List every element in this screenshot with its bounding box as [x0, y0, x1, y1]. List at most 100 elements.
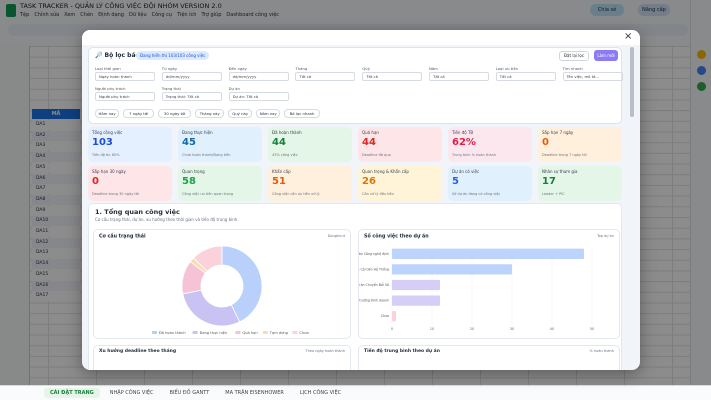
bar: [392, 248, 584, 259]
quick-filter[interactable]: Bỏ lọc nhanh: [284, 109, 320, 118]
menu-item[interactable]: Tiện ích: [177, 12, 197, 18]
filter-label: Loại thời gian: [95, 66, 121, 71]
filter-input[interactable]: Tất cả: [429, 72, 489, 81]
filter-input[interactable]: Tên việc, mô tả...: [562, 72, 623, 81]
filter-label: Dự án: [228, 86, 240, 91]
legend-swatch: [292, 331, 298, 334]
filter-label: Năm: [429, 66, 438, 71]
panel-title: Xu hướng deadline theo tháng: [99, 349, 177, 354]
menu-item[interactable]: Dữ liệu: [128, 12, 147, 18]
chart-tag: Doughnut: [328, 234, 346, 238]
y-tick-label: Dự án Cải tiến Hệ Thống: [359, 267, 389, 271]
kpi-label: Sắp hạn 30 ngày: [92, 169, 126, 174]
kpi-note: Deadline trong 30 ngày tới: [92, 192, 139, 196]
y-tick-label: Dự án Tăng trưởng Kinh doanh: [359, 299, 389, 303]
quick-filter[interactable]: Quý này: [228, 109, 253, 118]
filter-input[interactable]: Ngày hoàn thành: [95, 72, 155, 81]
sheets-logo: [6, 4, 16, 17]
section-subtitle: Cơ cấu trạng thái, dự án, xu hướng theo …: [95, 217, 239, 222]
legend-swatch: [235, 331, 241, 334]
doughnut-slice: [182, 289, 241, 327]
filter-title: 🔎 Bộ lọc báo cáo: [95, 52, 154, 59]
menu-item[interactable]: Trợ giúp: [201, 12, 222, 18]
legend-swatch: [262, 331, 268, 334]
share-button[interactable]: Chia sẻ: [590, 4, 624, 16]
filter-input[interactable]: Tất cả: [295, 72, 356, 81]
filter-input[interactable]: Trạng thái: Tất cả: [161, 92, 222, 101]
kpi-label: Quan trọng: [182, 169, 205, 174]
sheet-tab[interactable]: CÀI ĐẶT TRANG: [44, 388, 100, 398]
kpi-value: 62%: [452, 137, 476, 148]
menu-item[interactable]: Định dạng: [98, 12, 124, 18]
chart-title: Số công việc theo dự án: [364, 233, 429, 240]
filter-label: Quý: [362, 66, 370, 71]
kpi-note: Trung bình % hoàn thành: [452, 153, 497, 157]
filter-input[interactable]: Dự án: Tất cả: [228, 92, 289, 101]
sheet-tab[interactable]: LỊCH CÔNG VIỆC: [299, 390, 342, 396]
filter-input[interactable]: Tất cả: [495, 72, 556, 81]
refresh-button[interactable]: Làm mới: [594, 50, 618, 61]
bar: [392, 279, 440, 291]
quick-filter[interactable]: Năm nay: [256, 109, 281, 118]
legend-label: Tạm dừng: [269, 331, 288, 335]
legend-label: Quá hạn: [242, 331, 257, 335]
bar: [392, 311, 396, 322]
x-tick-label: 0: [391, 327, 394, 331]
dialog-header: [82, 30, 640, 45]
quick-filter[interactable]: Tháng này: [195, 109, 225, 118]
kpi-label: Quan trọng & Khẩn cấp: [362, 169, 409, 174]
kpi-card: Quá hạn 44 Deadline đã qua: [358, 127, 442, 162]
upgrade-button[interactable]: Nâng cấp: [638, 4, 670, 16]
filter-input[interactable]: dd/mm/yyyy: [228, 72, 289, 81]
filter-input[interactable]: Tất cả: [362, 72, 423, 81]
menu-item[interactable]: Chèn: [80, 12, 94, 18]
side-icon[interactable]: [697, 50, 706, 59]
chart: Cơ cấu trạng thái Doughnut Đã hoàn thành Đa…: [99, 233, 346, 335]
legend-swatch: [192, 331, 198, 334]
quick-filter[interactable]: Hôm nay: [95, 109, 120, 118]
menu-item[interactable]: Dashboard công việc: [226, 12, 280, 18]
menu-item[interactable]: Xem: [64, 12, 76, 18]
bar: [392, 264, 512, 275]
y-tick-label: Dự án Công nghệ định: [359, 252, 389, 256]
filter-label: Từ ngày: [161, 66, 178, 71]
kpi-label: Dự án có việc: [452, 169, 480, 174]
quick-filter[interactable]: 7 ngày tới: [123, 109, 155, 118]
quick-filter[interactable]: 30 ngày tới: [158, 109, 192, 118]
cell: DA7: [32, 184, 80, 195]
cell: DA2: [32, 130, 80, 141]
kpi-card: Quan trọng & Khẩn cấp 26 Cần xử lý đầu tiê…: [358, 166, 442, 201]
close-button[interactable]: ×: [624, 31, 633, 42]
section-title: 1. Tổng quan công việc: [95, 208, 180, 216]
kpi-card: Sắp hạn 7 ngày 0 Deadline trong 7 ngày tới: [538, 127, 622, 162]
menu-item[interactable]: Tệp: [20, 12, 30, 18]
kpi-value: 103: [92, 137, 113, 148]
kpi-card: Đã hoàn thành 44 43% công việc: [268, 127, 352, 162]
kpi-note: Leader + PIC: [542, 192, 565, 196]
reset-button[interactable]: Đặt lại lọc: [559, 51, 589, 61]
filter-input[interactable]: dd/mm/yyyy: [161, 72, 222, 81]
menu-item[interactable]: Chỉnh sửa: [34, 12, 60, 18]
filter-label: Trạng thái: [161, 86, 181, 91]
chart-panel: Cơ cấu trạng thái Doughnut Đã hoàn thành Đa…: [93, 229, 351, 339]
scrollbar-thumb[interactable]: [630, 47, 634, 117]
x-tick-label: 40: [550, 327, 555, 331]
kpi-value: 51: [272, 176, 286, 187]
cell: DA1: [32, 120, 80, 130]
x-tick-label: 30: [510, 327, 515, 331]
side-icon[interactable]: [697, 66, 706, 75]
cell: DA3: [32, 141, 80, 152]
cell: DA16: [32, 280, 80, 291]
y-tick-label: Chưa: [381, 314, 389, 318]
kpi-card: Khẩn cấp 51 Công việc cần ưu tiên xử lý: [268, 166, 352, 201]
side-icon[interactable]: [697, 82, 706, 91]
sheet-tab[interactable]: NHẬP CÔNG VIỆC: [109, 390, 154, 396]
sheet-tab[interactable]: BIỂU ĐỒ GANTT: [169, 390, 210, 396]
sheet-tab[interactable]: MA TRẬN EISENHOWER: [225, 390, 284, 396]
kpi-note: Công việc ưu tiên quan trọng: [182, 192, 234, 196]
x-tick-label: 10: [430, 327, 435, 331]
menu-item[interactable]: Công cụ: [151, 12, 173, 18]
panel-note: Theo ngày hoàn thành: [305, 349, 345, 353]
filter-input[interactable]: Người phụ trách: [95, 92, 155, 101]
